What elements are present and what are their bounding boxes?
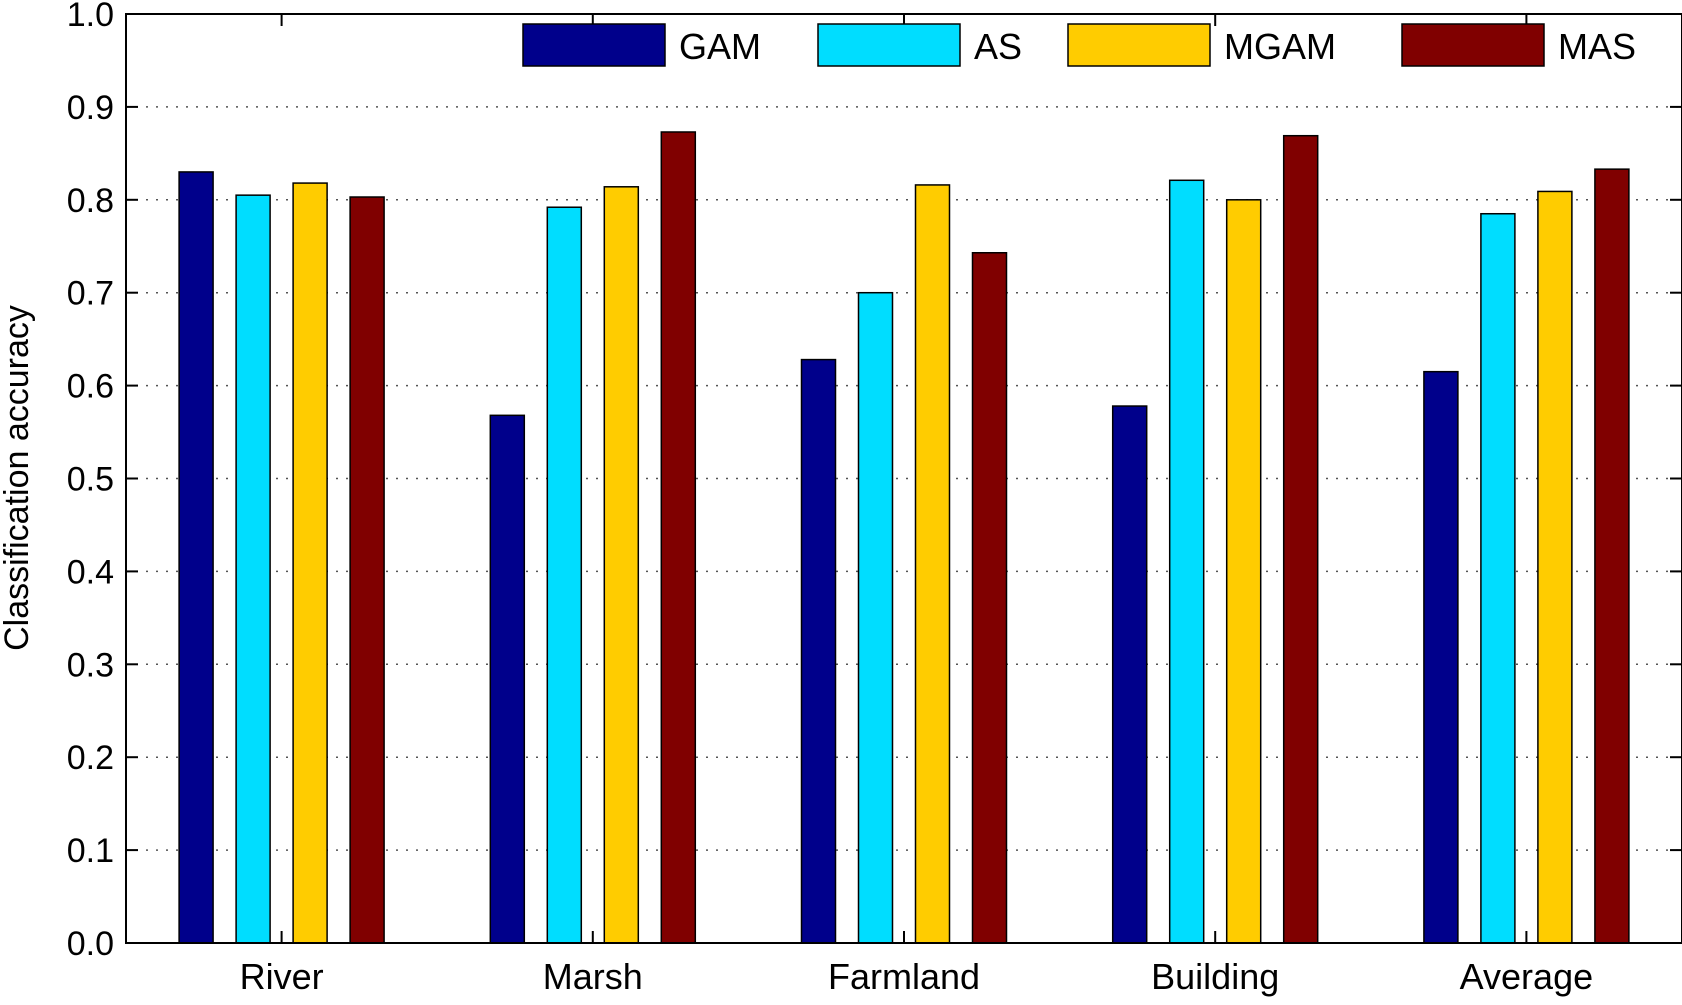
legend: GAM AS MGAM MAS [522,23,1636,67]
x-category-label: River [240,956,324,997]
bar-mgam-average [1537,190,1573,944]
y-tick-label: 0.4 [67,553,114,591]
bar-gam-building [1111,405,1148,944]
bar-gam-marsh [489,414,526,944]
bar-as-average [1480,212,1516,944]
bar-mas-farmland [971,252,1008,944]
x-category-label: Average [1460,956,1593,997]
y-tick-label: 0.8 [67,182,114,220]
bar-gam-river [178,171,214,944]
bar-mgam-marsh [603,186,640,944]
bar-gam-average [1423,370,1459,944]
bar-mgam-building [1225,199,1262,944]
bar-mas-river [349,196,385,944]
y-tick-label: 0.9 [67,89,114,127]
y-tick-label: 0.7 [67,275,114,313]
legend-swatch-gam [522,23,666,67]
y-axis-title: Classification accuracy [0,305,36,651]
y-tick-label: 0.3 [67,646,114,684]
y-tick-label: 0.1 [67,832,114,870]
x-category-label: Building [1151,956,1279,997]
x-category-label: Farmland [828,956,980,997]
legend-swatch-mgam [1067,23,1211,67]
y-tick-label: 0.2 [67,739,114,777]
legend-label-gam: GAM [679,26,761,67]
legend-label-mgam: MGAM [1224,26,1336,67]
bar-mgam-farmland [914,184,951,944]
legend-label-as: AS [974,26,1022,67]
bar-mgam-river [292,182,328,944]
y-tick-label: 0.0 [67,925,114,963]
bar-as-building [1168,179,1205,944]
bar-as-river [235,194,271,944]
bar-as-marsh [546,206,583,944]
y-tick-label: 0.6 [67,368,114,406]
bar-as-farmland [857,291,894,944]
x-category-label: Marsh [543,956,643,997]
axis-ticks: 0.0 0.1 0.2 0.3 0.4 0.5 0.6 0.7 0.8 0.9 1.0 River Ma… [67,0,1682,997]
bars [178,131,1630,944]
bar-gam-farmland [800,358,837,944]
legend-swatch-mas [1401,23,1545,67]
bar-mas-average [1594,168,1630,944]
y-tick-label: 0.5 [67,461,114,499]
bar-mas-marsh [660,131,697,944]
legend-swatch-as [817,23,961,67]
legend-label-mas: MAS [1558,26,1636,67]
y-tick-label: 1.0 [67,0,114,34]
bar-mas-building [1282,134,1319,944]
